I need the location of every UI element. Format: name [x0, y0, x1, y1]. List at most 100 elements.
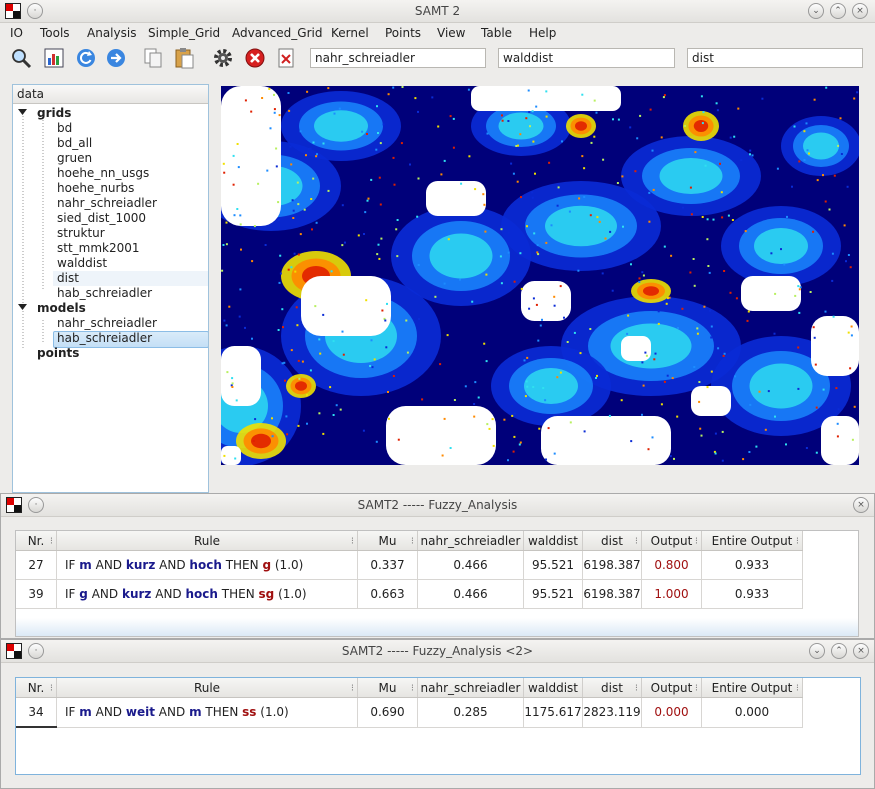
fuzzy2-header-row: Nr. ⁝ Rule ⁝ Mu ⁝ nahr_schreiadler walddist…: [16, 678, 803, 698]
col-dist[interactable]: dist ⁝: [582, 531, 642, 551]
col-walddist[interactable]: walddist: [523, 531, 583, 551]
table-row[interactable]: 27 IF m AND kurz AND hoch THEN g (1.0) 0…: [16, 550, 803, 580]
fuzzy2-maximize-button[interactable]: ⌃: [831, 643, 847, 659]
tree-item-model-nahr-schreiadler[interactable]: nahr_schreiadler: [57, 316, 157, 330]
col-walddist[interactable]: walddist: [523, 678, 583, 698]
layer-field-2[interactable]: walddist: [498, 48, 675, 68]
tree-header-label: data: [17, 87, 45, 101]
copy-icon[interactable]: [142, 47, 164, 69]
cell-rule: IF m AND kurz AND hoch THEN g (1.0): [56, 550, 358, 580]
fuzzy1-close-button[interactable]: ×: [853, 497, 869, 513]
menu-table[interactable]: Table: [481, 26, 513, 40]
tree-selection-highlight: [53, 331, 208, 348]
refresh-icon[interactable]: [75, 47, 97, 69]
fuzzy2-titlebar: · SAMT2 ----- Fuzzy_Analysis <2> ⌄ ⌃ ×: [1, 640, 874, 663]
paste-icon[interactable]: [173, 47, 195, 69]
map-raster[interactable]: [221, 86, 859, 465]
col-output[interactable]: Output ⁝: [641, 678, 702, 698]
tree-item-model-hab-schreiadler[interactable]: hab_schreiadler: [57, 331, 153, 345]
tree-item-models[interactable]: models: [37, 301, 86, 315]
fuzzy1-table-panel: Nr. ⁝ Rule ⁝ Mu ⁝ nahr_schreiadler walddist…: [15, 530, 859, 637]
cell-nr: 27: [16, 550, 57, 580]
col-nahr-schreiadler[interactable]: nahr_schreiadler: [417, 678, 524, 698]
fuzzy2-minimize-button[interactable]: ⌄: [809, 643, 825, 659]
histogram-icon[interactable]: [43, 47, 65, 69]
cell-nahr-schreiadler: 0.466: [417, 550, 524, 580]
cell-output: 0.000: [641, 697, 702, 728]
app-logo-icon: [5, 3, 21, 19]
minimize-button[interactable]: ⌄: [808, 3, 824, 19]
table-row[interactable]: 34 IF m AND weit AND m THEN ss (1.0) 0.6…: [16, 697, 803, 728]
fuzzy1-window-menu-button[interactable]: ·: [28, 497, 44, 513]
tree-item-hab-schreiadler[interactable]: hab_schreiadler: [57, 286, 153, 300]
menu-kernel[interactable]: Kernel: [331, 26, 369, 40]
fuzzy1-table: Nr. ⁝ Rule ⁝ Mu ⁝ nahr_schreiadler walddist…: [16, 531, 803, 609]
cell-nr: 39: [16, 579, 57, 609]
layer-field-1[interactable]: nahr_schreiadler: [310, 48, 486, 68]
menu-io[interactable]: IO: [10, 26, 23, 40]
window-menu-button[interactable]: ·: [27, 3, 43, 19]
cell-dist: 6198.387: [582, 550, 642, 580]
cell-mu: 0.690: [357, 697, 418, 728]
tree-header: data: [13, 85, 208, 104]
fuzzy1-title: SAMT2 ----- Fuzzy_Analysis: [357, 498, 518, 512]
cell-rule: IF m AND weit AND m THEN ss (1.0): [56, 697, 358, 728]
maximize-button[interactable]: ⌃: [830, 3, 846, 19]
zoom-icon[interactable]: [10, 47, 32, 69]
fuzzy2-window-menu-button[interactable]: ·: [28, 643, 44, 659]
menu-advanced-grid[interactable]: Advanced_Grid: [232, 26, 323, 40]
tree-item-dist[interactable]: dist: [57, 271, 79, 285]
col-rule[interactable]: Rule ⁝: [56, 678, 358, 698]
menu-simple-grid[interactable]: Simple_Grid: [148, 26, 221, 40]
table-row[interactable]: 39 IF g AND kurz AND hoch THEN sg (1.0) …: [16, 579, 803, 609]
cell-entire-output: 0.933: [701, 579, 803, 609]
fuzzy2-title: SAMT2 ----- Fuzzy_Analysis <2>: [341, 644, 534, 658]
delete-icon[interactable]: [275, 47, 297, 69]
main-titlebar: · SAMT 2 ⌄ ⌃ ×: [0, 0, 875, 23]
layer-field-3[interactable]: dist: [687, 48, 863, 68]
tree-item-gruen[interactable]: gruen: [57, 151, 93, 165]
col-dist[interactable]: dist ⁝: [582, 678, 642, 698]
cell-nr: 34: [16, 697, 57, 728]
col-mu[interactable]: Mu ⁝: [357, 531, 418, 551]
cell-nahr-schreiadler: 0.285: [417, 697, 524, 728]
forward-icon[interactable]: [105, 47, 127, 69]
tree-item-bd-all[interactable]: bd_all: [57, 136, 93, 150]
stop-icon[interactable]: [244, 47, 266, 69]
tree-item-stt-mmk2001[interactable]: stt_mmk2001: [57, 241, 140, 255]
menu-view[interactable]: View: [437, 26, 466, 40]
tree-item-bd[interactable]: bd: [57, 121, 73, 135]
tree-item-sied-dist-1000[interactable]: sied_dist_1000: [57, 211, 147, 225]
col-nr[interactable]: Nr. ⁝: [16, 531, 57, 551]
col-entire-output[interactable]: Entire Output ⁝: [701, 678, 803, 698]
cell-entire-output: 0.933: [701, 550, 803, 580]
tree-item-grids[interactable]: grids: [37, 106, 72, 120]
gear-icon[interactable]: [212, 47, 234, 69]
data-tree-panel: data grids bd bd_all gruen hoehe_nn_usgs…: [12, 84, 209, 493]
tree-item-walddist[interactable]: walddist: [57, 256, 108, 270]
cell-rule: IF g AND kurz AND hoch THEN sg (1.0): [56, 579, 358, 609]
col-entire-output[interactable]: Entire Output ⁝: [701, 531, 803, 551]
menu-help[interactable]: Help: [529, 26, 557, 40]
cell-output: 0.800: [641, 550, 702, 580]
tree-item-nahr-schreiadler[interactable]: nahr_schreiadler: [57, 196, 157, 210]
col-rule[interactable]: Rule ⁝: [56, 531, 358, 551]
col-mu[interactable]: Mu ⁝: [357, 678, 418, 698]
tree-item-struktur[interactable]: struktur: [57, 226, 105, 240]
col-nr[interactable]: Nr. ⁝: [16, 678, 57, 698]
fuzzy2-close-button[interactable]: ×: [853, 643, 869, 659]
toolbar: nahr_schreiadler walddist dist: [0, 44, 875, 72]
close-button[interactable]: ×: [852, 3, 868, 19]
col-nahr-schreiadler[interactable]: nahr_schreiadler: [417, 531, 524, 551]
menu-tools[interactable]: Tools: [40, 26, 70, 40]
menu-analysis[interactable]: Analysis: [87, 26, 137, 40]
tree-item-points[interactable]: points: [37, 346, 80, 360]
tree-item-hoehe-nurbs[interactable]: hoehe_nurbs: [57, 181, 135, 195]
fuzzy-analysis-window-1: · SAMT2 ----- Fuzzy_Analysis × Nr. ⁝ Rule…: [0, 493, 875, 639]
menu-points[interactable]: Points: [385, 26, 422, 40]
tree-lines: [18, 109, 44, 350]
cell-output: 1.000: [641, 579, 702, 609]
col-output[interactable]: Output ⁝: [641, 531, 702, 551]
tree-item-hoehe-nn-usgs[interactable]: hoehe_nn_usgs: [57, 166, 150, 180]
cell-walddist: 95.521: [523, 579, 583, 609]
